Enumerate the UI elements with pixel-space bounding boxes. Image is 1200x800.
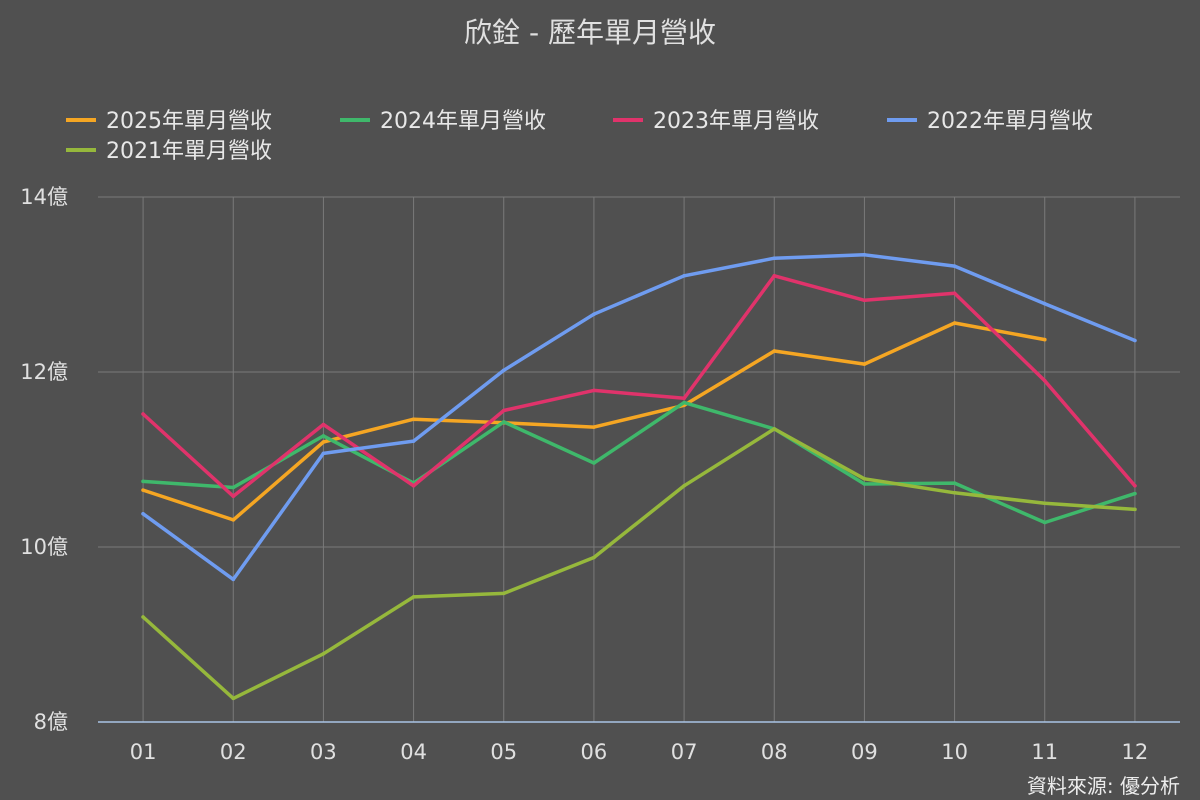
data-point	[862, 252, 867, 257]
legend-item: 2024年單月營收	[340, 109, 546, 134]
y-axis-ticks: 8億 10億 12億 14億	[20, 185, 68, 734]
data-point	[231, 485, 236, 490]
legend-item: 2021年單月營收	[66, 139, 272, 164]
y-tick-label: 14億	[20, 185, 68, 209]
x-tick-label: 09	[851, 740, 878, 764]
data-point	[141, 412, 145, 416]
data-point	[501, 420, 506, 424]
x-tick-label: 11	[1031, 740, 1058, 764]
data-point	[1042, 301, 1047, 306]
series-line	[141, 427, 1137, 701]
data-point	[682, 273, 686, 278]
legend-label: 2021年單月營收	[106, 139, 272, 164]
data-point	[1042, 378, 1047, 383]
y-tick-label: 12億	[20, 360, 68, 384]
chart-title: 欣銓 - 歷年單月營收	[464, 16, 716, 49]
data-point	[321, 422, 326, 427]
data-point	[231, 518, 236, 522]
data-point	[501, 591, 506, 596]
series-2	[141, 400, 1137, 525]
data-point	[321, 440, 326, 444]
data-point	[952, 481, 957, 485]
data-point	[772, 256, 777, 261]
data-point	[231, 494, 236, 499]
data-point	[862, 482, 867, 486]
y-tick-label: 10億	[20, 535, 68, 559]
data-point	[772, 427, 777, 431]
x-tick-label: 08	[761, 740, 788, 764]
data-point	[772, 273, 777, 278]
x-tick-label: 12	[1122, 740, 1149, 764]
legend-item: 2022年單月營收	[887, 109, 1093, 134]
data-point	[1133, 507, 1137, 512]
legend-label: 2024年單月營收	[380, 109, 546, 134]
y-tick-label: 8億	[34, 710, 68, 734]
legend-label: 2025年單月營收	[106, 109, 272, 134]
data-point	[141, 488, 145, 492]
data-point	[682, 396, 686, 401]
series-lines	[141, 252, 1137, 701]
data-point	[1042, 520, 1047, 525]
series-line	[141, 400, 1137, 525]
x-tick-label: 04	[400, 740, 427, 764]
data-point	[231, 577, 236, 582]
data-point	[321, 651, 326, 656]
series-4	[141, 252, 1137, 582]
series-line	[141, 274, 1137, 499]
data-point	[1133, 491, 1137, 496]
data-point	[952, 291, 957, 296]
data-point	[862, 476, 867, 481]
data-point	[1042, 501, 1047, 506]
data-point	[592, 388, 596, 393]
legend-item: 2023年單月營收	[613, 109, 819, 134]
data-point	[321, 451, 326, 456]
x-tick-label: 10	[941, 740, 968, 764]
legend-item: 2025年單月營收	[66, 109, 272, 134]
data-point	[411, 439, 416, 443]
x-tick-label: 02	[220, 740, 247, 764]
x-axis-ticks: 01 02 03 04 05 06 07 08 09 10 11 12	[130, 740, 1149, 764]
legend-label: 2023年單月營收	[653, 109, 819, 134]
series-5	[141, 427, 1137, 701]
data-point	[772, 349, 777, 353]
data-point	[321, 434, 326, 438]
data-point	[1042, 337, 1047, 342]
data-point	[411, 483, 416, 488]
data-point	[682, 400, 686, 405]
data-point	[592, 555, 596, 560]
data-point	[501, 408, 506, 413]
data-point	[952, 490, 957, 495]
data-point	[1133, 338, 1137, 343]
source-note: 資料來源: 優分析	[1027, 774, 1180, 798]
data-point	[862, 362, 867, 366]
x-tick-label: 06	[581, 740, 608, 764]
data-point	[592, 461, 596, 465]
data-point	[411, 417, 416, 422]
x-tick-label: 05	[490, 740, 517, 764]
data-point	[592, 425, 596, 429]
grid	[98, 196, 1180, 723]
data-point	[682, 483, 686, 488]
data-point	[141, 479, 145, 484]
data-point	[501, 368, 506, 373]
x-tick-label: 01	[130, 740, 157, 764]
data-point	[952, 321, 957, 325]
legend-label: 2022年單月營收	[927, 109, 1093, 134]
series-line	[141, 253, 1137, 582]
legend: 2025年單月營收 2024年單月營收 2023年單月營收 2022年單月營收 2021…	[66, 109, 1093, 164]
series-3	[141, 273, 1137, 499]
data-point	[1133, 483, 1137, 488]
x-tick-label: 03	[310, 740, 337, 764]
data-point	[411, 595, 416, 599]
data-point	[141, 511, 145, 516]
data-point	[592, 312, 596, 317]
x-tick-label: 07	[671, 740, 698, 764]
data-point	[862, 298, 867, 303]
data-point	[141, 615, 145, 619]
data-point	[952, 264, 957, 268]
data-point	[231, 696, 236, 701]
